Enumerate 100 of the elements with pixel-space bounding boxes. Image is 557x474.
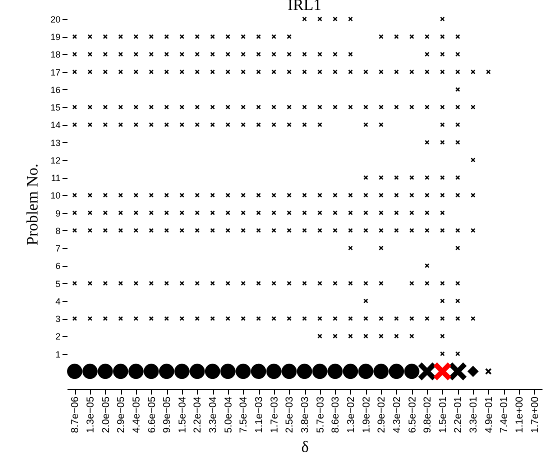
point xyxy=(424,210,430,216)
x-tick-label: 6.6e−05 xyxy=(146,396,158,433)
point xyxy=(456,104,460,110)
point xyxy=(378,210,384,216)
point xyxy=(88,192,92,198)
point xyxy=(456,316,460,321)
point xyxy=(149,34,154,39)
point xyxy=(256,104,261,110)
point xyxy=(180,52,184,56)
point xyxy=(456,87,460,92)
x-tick-label: 1.9e−02 xyxy=(361,396,372,433)
point xyxy=(286,316,292,321)
point xyxy=(318,16,322,22)
point xyxy=(164,281,169,286)
point xyxy=(272,52,276,56)
point xyxy=(72,122,77,127)
point xyxy=(103,192,108,198)
point xyxy=(204,364,220,379)
point xyxy=(272,104,276,110)
y-tick-label: 2 xyxy=(55,332,60,342)
point xyxy=(388,364,404,379)
x-tick-label: 6.5e−02 xyxy=(407,396,418,433)
point xyxy=(134,104,138,110)
point xyxy=(134,228,138,233)
x-tick-label: 1.1e−03 xyxy=(254,396,266,433)
point xyxy=(134,281,138,286)
point xyxy=(332,210,338,216)
point xyxy=(318,70,322,74)
point xyxy=(226,104,230,110)
point xyxy=(378,104,384,110)
point xyxy=(318,334,322,338)
y-tick-label: 14 xyxy=(50,120,60,130)
point xyxy=(302,210,307,216)
point xyxy=(302,281,307,286)
point xyxy=(318,192,322,198)
point xyxy=(134,192,138,198)
point xyxy=(440,52,445,56)
x-tick-label: 2.2e−04 xyxy=(192,396,204,433)
point xyxy=(440,352,445,356)
point xyxy=(348,334,353,338)
point xyxy=(424,175,430,180)
point xyxy=(342,364,358,379)
point xyxy=(378,175,384,180)
point xyxy=(286,192,292,198)
point xyxy=(180,281,184,286)
point xyxy=(456,34,460,39)
y-tick-label: 15 xyxy=(50,102,60,113)
point xyxy=(118,122,123,127)
point xyxy=(424,281,430,286)
point xyxy=(118,316,123,321)
y-tick-label: 4 xyxy=(55,296,60,306)
point xyxy=(332,228,338,233)
point xyxy=(256,52,261,56)
point xyxy=(448,362,467,380)
point xyxy=(103,316,108,321)
point xyxy=(470,70,476,74)
point xyxy=(394,175,399,180)
point xyxy=(364,175,368,180)
point xyxy=(486,70,491,74)
x-tick-label: 1.5e−01 xyxy=(438,396,449,433)
x-tick-label: 1.3e−02 xyxy=(346,396,357,433)
point xyxy=(364,298,368,304)
point xyxy=(195,228,200,233)
point xyxy=(256,122,261,127)
point xyxy=(348,52,353,56)
point xyxy=(456,175,460,180)
point xyxy=(456,246,460,250)
point xyxy=(164,210,169,216)
point xyxy=(433,362,452,380)
x-tick-label: 1.7e+00 xyxy=(530,396,541,433)
point xyxy=(456,70,460,74)
point xyxy=(118,281,123,286)
point xyxy=(378,34,384,39)
x-tick-label: 5.7e−03 xyxy=(315,396,326,433)
point xyxy=(134,34,138,39)
point xyxy=(272,228,276,233)
point xyxy=(256,281,261,286)
point xyxy=(72,228,77,233)
point xyxy=(241,104,246,110)
point xyxy=(236,364,251,379)
point xyxy=(144,364,159,379)
point xyxy=(118,210,123,216)
point xyxy=(318,228,322,233)
point xyxy=(164,228,169,233)
point xyxy=(424,70,430,74)
point xyxy=(332,316,338,321)
point xyxy=(118,192,123,198)
point xyxy=(467,366,479,378)
y-tick-label: 9 xyxy=(55,208,60,218)
point xyxy=(98,364,113,379)
y-tick-label: 11 xyxy=(51,173,60,184)
x-tick-label: 9.8e−02 xyxy=(422,396,434,433)
x-tick-label: 5.0e−04 xyxy=(223,396,234,433)
point xyxy=(348,104,353,110)
point xyxy=(348,210,353,216)
point xyxy=(394,192,399,198)
point xyxy=(118,104,123,110)
point xyxy=(364,70,368,74)
point xyxy=(332,281,338,286)
point xyxy=(378,70,384,74)
